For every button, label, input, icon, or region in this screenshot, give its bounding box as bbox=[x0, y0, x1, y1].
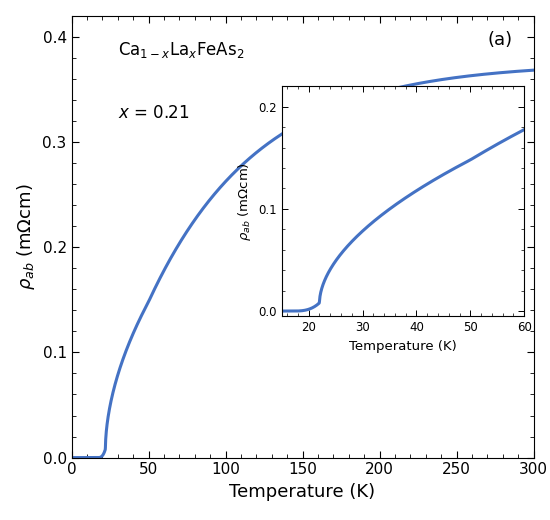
Y-axis label: $\rho_{ab}$ (m$\Omega$cm): $\rho_{ab}$ (m$\Omega$cm) bbox=[15, 184, 37, 290]
Text: Ca$_{1-x}$La$_x$FeAs$_2$: Ca$_{1-x}$La$_x$FeAs$_2$ bbox=[118, 40, 244, 60]
X-axis label: Temperature (K): Temperature (K) bbox=[229, 483, 376, 501]
Text: (a): (a) bbox=[488, 31, 513, 49]
Text: $x$ = 0.21: $x$ = 0.21 bbox=[118, 104, 189, 122]
